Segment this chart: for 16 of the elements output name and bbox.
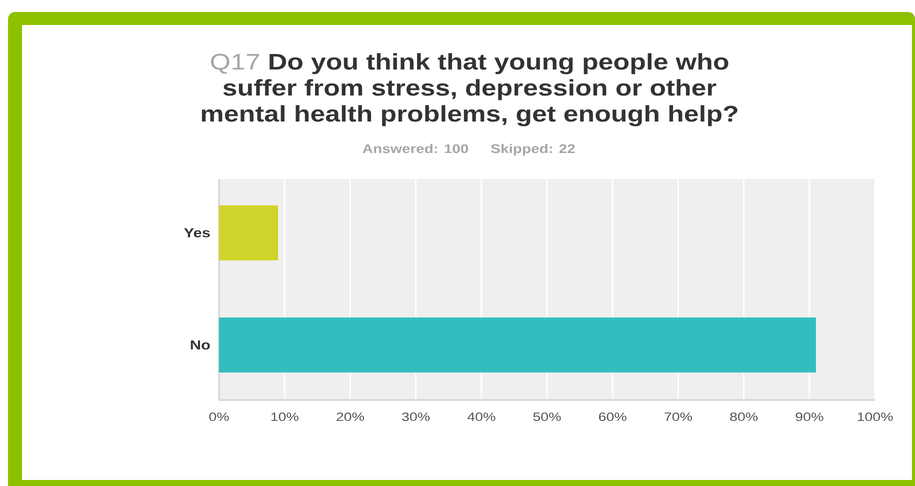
x-tick-label: 60%: [599, 412, 626, 422]
chart-title: Q17 Do you think that young people who suffer from stress, depression or other mental health problems, get enough help?: [202, 53, 738, 126]
y-tick-label: No: [190, 340, 210, 350]
text: Skipped: 22: [490, 144, 575, 156]
x-tick-label: 0%: [209, 412, 229, 422]
x-tick-label: 50%: [533, 412, 561, 422]
x-tick-label: 80%: [730, 412, 758, 422]
chart-subtitle: Answered: 100: [362, 144, 468, 154]
x-tick-label: 90%: [796, 412, 824, 422]
x-tick-label: 30%: [402, 412, 430, 422]
x-tick-label: 40%: [467, 412, 496, 422]
x-tick-label: 100%: [858, 412, 893, 422]
x-tick-label: 10%: [271, 412, 298, 422]
y-tick-label: Yes: [184, 228, 210, 238]
x-tick-label: 70%: [664, 412, 692, 422]
x-tick-label: 20%: [336, 412, 364, 422]
